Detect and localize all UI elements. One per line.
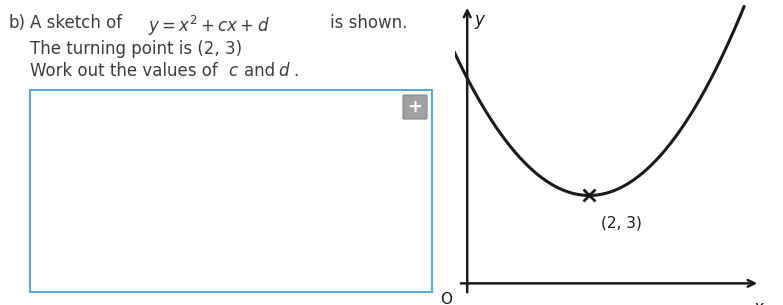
Text: and: and [244, 62, 275, 80]
Text: $y = x^2 + cx + d$: $y = x^2 + cx + d$ [148, 14, 269, 38]
Text: Work out the values of: Work out the values of [30, 62, 218, 80]
Text: (2, 3): (2, 3) [601, 216, 642, 231]
Text: x: x [754, 300, 763, 305]
Bar [30, 90, 432, 292]
Text: .: . [293, 62, 298, 80]
Text: A sketch of: A sketch of [30, 14, 122, 32]
Text: +: + [407, 98, 423, 116]
Text: b): b) [8, 14, 25, 32]
Text: The turning point is (2, 3): The turning point is (2, 3) [30, 40, 242, 58]
Text: $d$: $d$ [278, 62, 290, 80]
Text: y: y [474, 11, 485, 29]
FancyBboxPatch shape [403, 95, 427, 119]
Text: is shown.: is shown. [330, 14, 407, 32]
Text: O: O [440, 292, 452, 305]
Text: $c$: $c$ [228, 62, 239, 80]
